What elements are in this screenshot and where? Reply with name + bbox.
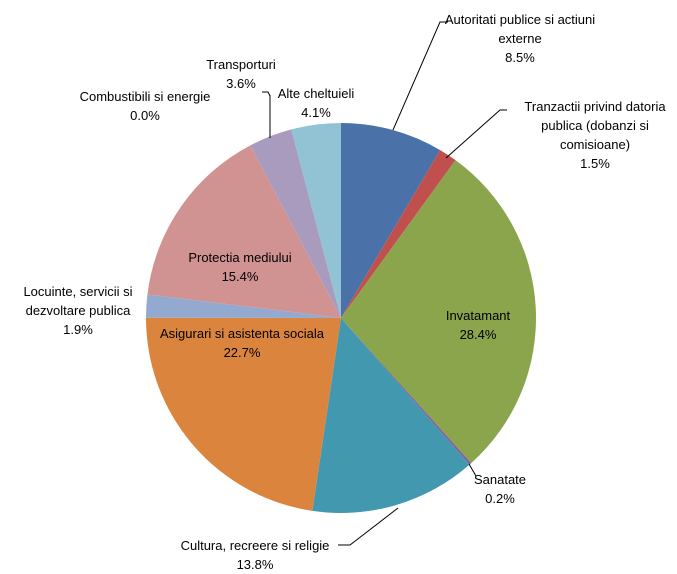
leader-line — [262, 91, 271, 97]
slice-label: Invatamant 28.4% — [418, 306, 538, 344]
slice — [341, 160, 536, 464]
slice-label: Transporturi 3.6% — [186, 55, 296, 93]
value-label: 3.6% — [226, 76, 256, 91]
slice — [146, 317, 341, 511]
leader-line — [392, 21, 448, 131]
slice — [291, 123, 341, 318]
slice-label: Autoritati publice si actiuni externe 8.5… — [435, 10, 605, 67]
slice — [147, 145, 341, 318]
value-label: 15.4% — [221, 269, 259, 284]
leader-lines — [262, 21, 507, 546]
category-name: Sanatate — [473, 472, 527, 487]
value-label: 22.7% — [223, 345, 261, 360]
leader-line — [338, 507, 399, 546]
slice-label: Protectia mediului 15.4% — [170, 248, 310, 286]
slice-label: Sanatate 0.2% — [460, 470, 540, 508]
slice — [146, 294, 341, 318]
value-label: 4.1% — [301, 105, 331, 120]
slice-label: Alte cheltuieli 4.1% — [261, 84, 371, 122]
value-label: 0.2% — [485, 491, 515, 506]
value-label: 13.8% — [236, 557, 274, 572]
value-label: 1.9% — [63, 322, 93, 337]
value-label: 1.5% — [580, 156, 610, 171]
page: {"chart_data": {"type": "pie", "categori… — [3, 10, 677, 572]
slice-label: Locuinte, servicii si dezvoltare publica… — [3, 282, 153, 339]
category-name: Asigurari si asistenta sociala — [159, 326, 325, 341]
slice-label: Tranzactii privind datoria publica (doba… — [505, 97, 677, 173]
category-name: Combustibili si energie — [79, 89, 211, 104]
slice — [341, 318, 472, 465]
value-label: 28.4% — [459, 327, 497, 342]
chart — [146, 21, 536, 546]
category-name: Transporturi — [206, 57, 276, 72]
category-name: Tranzactii privind datoria publica (doba… — [524, 99, 666, 152]
leader-line — [445, 109, 507, 159]
slices — [146, 123, 536, 513]
slice-label: Asigurari si asistenta sociala 22.7% — [142, 324, 342, 362]
value-label: 8.5% — [505, 50, 535, 65]
category-name: Alte cheltuieli — [277, 86, 355, 101]
value-label: 0.0% — [130, 108, 160, 123]
category-name: Cultura, recreere si religie — [180, 538, 330, 553]
slice-label: Cultura, recreere si religie 13.8% — [155, 536, 355, 574]
slice — [341, 150, 456, 318]
slice — [250, 129, 341, 318]
category-name: Locuinte, servicii si dezvoltare publica — [23, 284, 133, 318]
category-name: Invatamant — [445, 308, 511, 323]
slice — [312, 318, 470, 513]
category-name: Autoritati publice si actiuni externe — [444, 12, 596, 46]
category-name: Protectia mediului — [188, 250, 292, 265]
leader-line — [468, 463, 477, 477]
slice — [341, 123, 441, 318]
slice-label: Combustibili si energie 0.0% — [50, 87, 240, 125]
